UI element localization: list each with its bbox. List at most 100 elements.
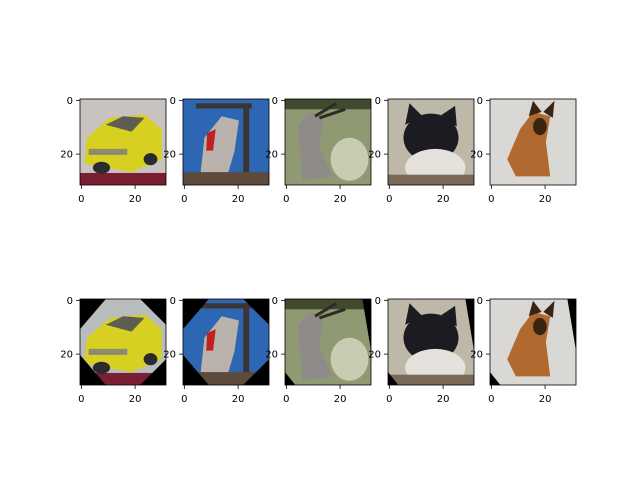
light-patch	[330, 337, 369, 381]
x-tick-label: 20	[437, 394, 450, 405]
photo-ground	[388, 374, 474, 385]
cat-ear	[405, 103, 423, 125]
red-harness	[206, 129, 216, 151]
axes-frame	[387, 298, 475, 386]
axes-frame	[79, 298, 167, 386]
y-tick-label: 0	[67, 96, 73, 107]
x-tick-label: 0	[181, 394, 187, 405]
shift-fill	[362, 299, 371, 351]
shift-fill	[388, 372, 399, 385]
tree-line	[285, 99, 371, 110]
axes-frame	[284, 298, 372, 386]
car-wheel	[143, 353, 158, 366]
deer-body	[297, 111, 333, 181]
image-panel-9	[388, 299, 474, 385]
y-tick-label: 0	[272, 96, 278, 107]
cat-face	[403, 313, 459, 362]
deer-antlers	[314, 102, 346, 120]
x-tick-label: 0	[78, 394, 84, 405]
y-tick-label: 20	[470, 350, 483, 361]
tree-line	[285, 299, 371, 310]
x-tick-label: 0	[283, 194, 289, 205]
x-tick-label: 20	[129, 394, 142, 405]
dog-ears	[528, 100, 555, 118]
car-body	[84, 314, 162, 373]
x-tick-label: 0	[386, 394, 392, 405]
cat-ear	[405, 303, 423, 325]
car-windshield	[105, 316, 145, 332]
x-tick-label: 20	[539, 394, 552, 405]
dog-muzzle	[533, 117, 547, 136]
y-tick-label: 20	[163, 150, 176, 161]
x-tick-label: 0	[386, 194, 392, 205]
y-tick-label: 20	[368, 350, 381, 361]
cat-ear	[439, 105, 457, 127]
rotation-fill	[183, 299, 209, 330]
y-tick-label: 20	[470, 150, 483, 161]
fence-beam	[195, 103, 252, 109]
car-grille	[88, 148, 128, 155]
y-tick-label: 0	[477, 296, 483, 307]
image-panel-8	[285, 299, 371, 385]
fence-post	[243, 103, 250, 181]
image-panel-7	[183, 299, 269, 385]
y-tick-label: 0	[375, 296, 381, 307]
x-tick-label: 20	[539, 194, 552, 205]
image-panel-1	[80, 99, 166, 185]
x-tick-label: 0	[283, 394, 289, 405]
axes-frame	[79, 98, 167, 186]
car-wheel	[143, 153, 158, 166]
rotation-fill	[80, 299, 106, 330]
rotation-fill	[243, 299, 269, 325]
y-tick-label: 20	[60, 150, 73, 161]
rotation-fill	[140, 299, 166, 325]
y-tick-label: 0	[272, 296, 278, 307]
image-panel-2	[183, 99, 269, 185]
x-tick-label: 20	[232, 394, 245, 405]
axes-frame	[182, 98, 270, 186]
car-wheel	[92, 361, 111, 374]
shift-fill	[285, 372, 296, 385]
cat-face	[403, 113, 459, 162]
y-tick-label: 0	[375, 96, 381, 107]
y-tick-label: 0	[170, 96, 176, 107]
x-tick-label: 20	[334, 194, 347, 205]
rotation-fill	[243, 359, 269, 385]
rotation-fill	[80, 354, 106, 385]
x-tick-label: 20	[129, 194, 142, 205]
x-tick-label: 0	[488, 394, 494, 405]
deer-antlers	[314, 302, 346, 320]
deer-body	[297, 311, 333, 381]
x-tick-label: 20	[232, 194, 245, 205]
car-body	[84, 114, 162, 173]
axes-frame	[387, 98, 475, 186]
image-grid: 0 20 0 20 0 20 0 20 0 20 0 20 0 20 0 20 0 20 0 20 0 20 0 20 0 20 0…	[60, 96, 577, 405]
x-tick-label: 0	[488, 194, 494, 205]
fence-post	[243, 303, 250, 381]
light-patch	[330, 137, 369, 181]
dog-ears	[528, 300, 555, 318]
rotation-fill	[183, 354, 209, 385]
y-tick-label: 0	[477, 96, 483, 107]
y-tick-label: 20	[368, 150, 381, 161]
x-tick-label: 20	[334, 394, 347, 405]
y-tick-label: 0	[67, 296, 73, 307]
y-tick-label: 20	[163, 350, 176, 361]
shift-fill	[490, 372, 501, 385]
image-panel-10	[490, 299, 576, 385]
axes-frame	[284, 98, 372, 186]
photo-ground	[388, 174, 474, 185]
axes-frame	[182, 298, 270, 386]
axes-frame	[489, 98, 577, 186]
rotation-fill	[140, 359, 166, 385]
shift-fill	[465, 299, 474, 351]
axes-frame	[489, 298, 577, 386]
dog-muzzle	[533, 317, 547, 336]
y-tick-label: 20	[60, 350, 73, 361]
car-grille	[88, 348, 128, 355]
photo-ground	[80, 172, 166, 185]
car-windshield	[105, 116, 145, 132]
x-tick-label: 20	[437, 194, 450, 205]
